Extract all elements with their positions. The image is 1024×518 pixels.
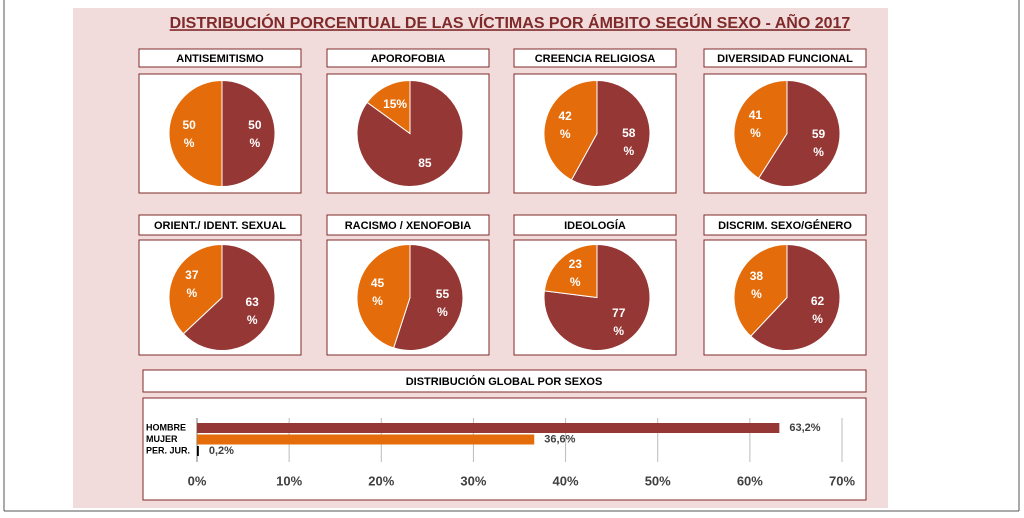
x-tick-label: 10%	[276, 473, 302, 488]
pie-slice	[366, 79, 411, 135]
bar-box	[142, 397, 867, 501]
bar	[197, 446, 199, 456]
pie-title: DISCRIM. SEXO/GÉNERO	[718, 219, 852, 232]
bar-value-label: 0,2%	[209, 445, 234, 457]
pie-slice	[733, 243, 788, 337]
pie-slice	[168, 243, 223, 335]
pie-title-box	[326, 214, 490, 236]
pie-slice	[543, 79, 598, 181]
pie-title-box	[326, 48, 490, 68]
pie-value-label: 41 %	[748, 108, 763, 141]
bar-value-label: 63,2%	[789, 422, 820, 434]
x-tick-label: 70%	[829, 473, 855, 488]
pie-title: IDEOLOGÍA	[564, 219, 626, 232]
pie-value-label: 77 %	[612, 306, 626, 339]
bar	[197, 434, 535, 445]
pie-value-label: 42 %	[558, 109, 572, 142]
pie-value-label: 85	[418, 155, 432, 170]
pie-title: ANTISEMITISMO	[176, 53, 264, 65]
bar-title: DISTRIBUCIÓN GLOBAL POR SEXOS	[406, 375, 603, 388]
pie-slice	[356, 243, 411, 349]
pie-title: RACISMO / XENOFOBIA	[345, 220, 472, 232]
pie-slice	[733, 79, 788, 179]
pie-title-box	[138, 214, 302, 236]
pie-title: DIVERSIDAD FUNCIONAL	[717, 53, 853, 65]
pie-value-label: 63 %	[245, 294, 259, 327]
bar-title-box	[142, 369, 867, 393]
x-tick-label: 50%	[645, 473, 671, 488]
pie-slice	[168, 79, 223, 188]
pie-value-label: 55 %	[435, 286, 450, 319]
pie-value-label: 23 %	[568, 256, 582, 289]
pie-slice	[221, 79, 276, 188]
y-tick-label: HOMBRE	[146, 422, 186, 432]
pie-slice	[182, 243, 276, 351]
bar	[197, 423, 780, 433]
pie-value-label: 45 %	[370, 276, 385, 309]
pie-value-label: 15%	[383, 97, 408, 112]
pie-slice	[392, 243, 464, 351]
pie-slice	[750, 243, 841, 351]
pie-title: CREENCIA RELIGIOSA	[535, 53, 656, 65]
pie-value-label: 62 %	[810, 293, 825, 326]
pie-slice	[757, 79, 841, 187]
pie-title: ORIENT./ IDENT. SEXUAL	[154, 220, 286, 232]
x-tick-label: 20%	[368, 473, 394, 488]
pie-value-label: 38 %	[749, 269, 764, 302]
x-tick-label: 0%	[188, 473, 207, 488]
pie-title-box	[513, 48, 677, 68]
pie-slice	[570, 79, 651, 187]
y-tick-label: MUJER	[146, 434, 178, 444]
pie-value-label: 58 %	[622, 125, 636, 158]
pie-value-label: 37 %	[185, 268, 199, 301]
page-title: DISTRIBUCIÓN PORCENTUAL DE LAS VÍCTIMAS …	[170, 12, 851, 32]
x-tick-label: 60%	[737, 473, 763, 488]
y-tick-label: PER. JUR.	[146, 445, 190, 455]
pie-title-box	[138, 48, 302, 68]
pie-title-box	[703, 214, 867, 236]
pie-value-label: 50 %	[182, 117, 196, 150]
x-tick-label: 30%	[460, 473, 486, 488]
bar-value-label: 36,6%	[544, 433, 575, 445]
pie-value-label: 59 %	[811, 126, 826, 159]
pie-value-label: 50 %	[248, 117, 262, 150]
pie-title: APOROFOBIA	[371, 53, 446, 65]
pie-title-box	[703, 48, 867, 68]
pie-slice	[543, 243, 598, 299]
pie-title-box	[513, 214, 677, 236]
x-tick-label: 40%	[553, 473, 579, 488]
